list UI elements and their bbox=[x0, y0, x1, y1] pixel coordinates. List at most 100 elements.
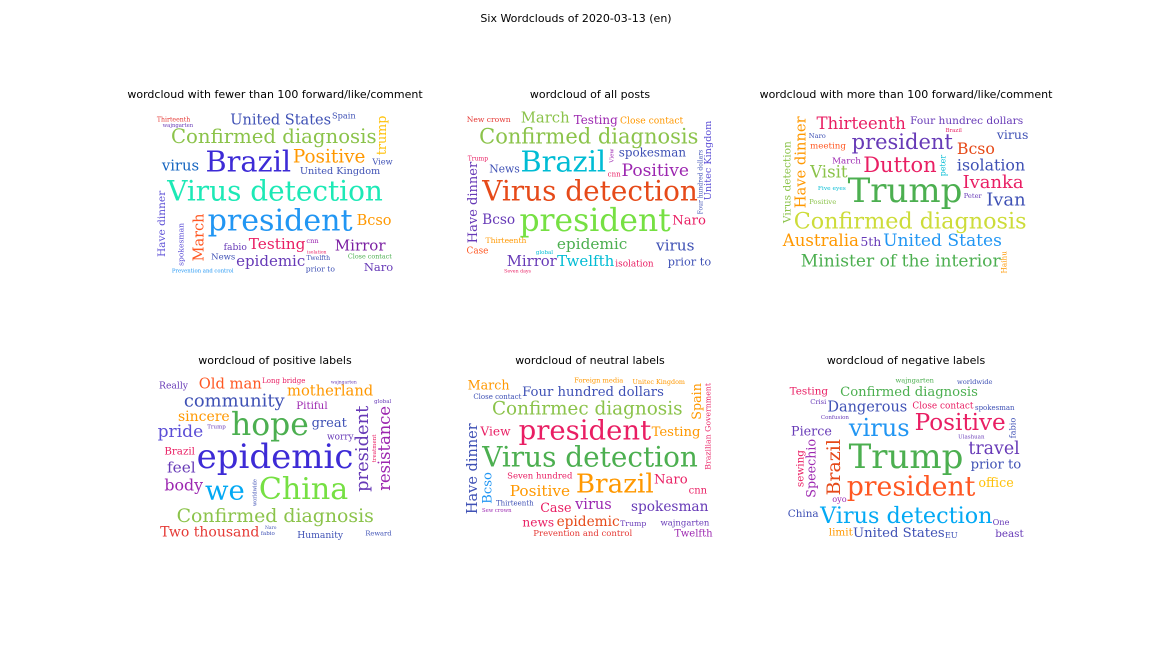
word-twelfth: Twelfth bbox=[557, 252, 615, 270]
word-trump: trump bbox=[374, 116, 389, 155]
word-thirteenth: Thirteenth bbox=[486, 236, 527, 245]
word-positive: Positive bbox=[293, 147, 366, 168]
word-reward: Reward bbox=[365, 530, 392, 538]
word-long-bridge: Long bridge bbox=[262, 377, 305, 385]
word-naro: Naro bbox=[672, 213, 706, 228]
word-unitec-kingdom: Unitec Kingdom bbox=[632, 378, 685, 386]
word-united-kingdom: United Kingdom bbox=[300, 166, 380, 177]
word-virus-detection: Virus detection bbox=[819, 503, 992, 529]
word-community: community bbox=[184, 391, 286, 412]
word-brazil: Brazil bbox=[576, 470, 654, 500]
word-united-states: United States bbox=[883, 231, 1002, 251]
word-body: body bbox=[164, 475, 203, 494]
panel-title: wordcloud with fewer than 100 forward/li… bbox=[127, 88, 423, 101]
word-president: president bbox=[847, 472, 976, 503]
wordcloud-panel-3: wordcloud with more than 100 forward/lik… bbox=[740, 88, 1072, 288]
word-close-contact: Close contact bbox=[912, 402, 973, 412]
word-brazilian-government: Brazilian Government bbox=[704, 382, 713, 470]
word-twelfth: Twelfth bbox=[674, 529, 713, 540]
word-march: March bbox=[832, 156, 861, 166]
word-pride: pride bbox=[158, 422, 204, 442]
word-seven-days: Seven days bbox=[504, 269, 531, 275]
word-brazil: Brazil bbox=[164, 446, 195, 458]
word-hope: hope bbox=[231, 407, 309, 443]
word-have-dinner: Have dinner bbox=[466, 161, 481, 243]
word-humanity: Humanity bbox=[297, 530, 344, 541]
word-worry: worry bbox=[327, 433, 353, 443]
wordcloud-panel-5: wordcloud of neutral labels Virus detect… bbox=[460, 354, 720, 554]
word-ivanka: Ivanka bbox=[963, 172, 1024, 193]
word-great: great bbox=[312, 416, 348, 431]
word-case: Case bbox=[467, 247, 489, 257]
word-wajngarten: wajngarten bbox=[331, 379, 357, 385]
word-beast: beast bbox=[995, 528, 1024, 540]
word-bcso: Bcso bbox=[357, 213, 392, 229]
word-really: Really bbox=[159, 381, 189, 392]
word-minister-of-the-interior: Minister of the interior bbox=[801, 252, 1002, 272]
word-prior-to: prior to bbox=[971, 457, 1022, 472]
word-news: News bbox=[211, 253, 235, 263]
word-confirmec-diagnosis: Confirmec diagnosis bbox=[492, 398, 683, 419]
panel-title: wordcloud of negative labels bbox=[826, 354, 986, 367]
word-feel: feel bbox=[167, 459, 196, 477]
word-four-hundred-dollars: Four hundred dollars bbox=[697, 150, 704, 215]
word-president: president bbox=[519, 203, 671, 239]
word-wajngarten: wajngarten bbox=[895, 377, 934, 385]
word-brazil: Brazil bbox=[520, 144, 606, 178]
word-foreign-media: Foreign media bbox=[574, 377, 623, 385]
word-china: China bbox=[788, 508, 819, 520]
word-prior-to: prior to bbox=[668, 256, 712, 269]
word-virus: virus bbox=[574, 497, 612, 513]
word-have-dinner: Have dinner bbox=[465, 423, 481, 514]
wordcloud: Virus detection president Brazil Confirmed … bbox=[465, 110, 715, 275]
word-view: View bbox=[609, 149, 615, 164]
word-cnn: cnn bbox=[689, 485, 708, 496]
word-cnn: cnn bbox=[608, 170, 621, 178]
word-close-contact: Close contact bbox=[348, 253, 392, 261]
word-spain: Spain bbox=[332, 110, 356, 120]
word-spain: Spain bbox=[689, 383, 704, 420]
word-prevention-and-control: Prevention and control bbox=[533, 529, 632, 539]
word-worldwide: worldwide bbox=[253, 479, 259, 506]
word-confirmed-diagnosis: Confirmed diagnosis bbox=[840, 385, 978, 400]
word-virus: virus bbox=[655, 237, 695, 255]
word-travel: travel bbox=[968, 439, 1020, 459]
word-mirror: Mirror bbox=[507, 253, 558, 270]
word-trump: Trump bbox=[207, 424, 226, 430]
word-prevention-and-control: Prevention and control bbox=[172, 269, 234, 275]
word-march: March bbox=[521, 110, 570, 127]
word-march: March bbox=[192, 213, 208, 261]
wordcloud: Trump president virus Positive Virus detecti… bbox=[785, 376, 1027, 541]
word-positive: Positive bbox=[510, 482, 570, 500]
wordcloud-panel-1: wordcloud with fewer than 100 forward/li… bbox=[105, 88, 445, 288]
word-seven-hundred: Seven hundred bbox=[507, 471, 573, 481]
word-bcso: Bcso bbox=[957, 139, 995, 158]
word-treatment: treatment bbox=[372, 434, 378, 463]
word-global: global bbox=[536, 250, 553, 256]
word-trump: Trump bbox=[848, 171, 963, 211]
word-confirmed-diagnosis: Confirmed diagnosis bbox=[171, 125, 377, 148]
word-cnn: cnn bbox=[306, 237, 319, 245]
word-naro: Naro bbox=[654, 473, 688, 488]
word-virus-detection: Virus detection bbox=[481, 174, 698, 207]
word-virus: virus bbox=[996, 127, 1029, 142]
word-spokesman: spokesman bbox=[975, 404, 1015, 412]
word-news: News bbox=[489, 163, 520, 176]
word-crisi: Crisi bbox=[810, 398, 826, 406]
word-dangerous: Dangerous bbox=[827, 399, 907, 415]
word-virus-detection: Virus detection bbox=[782, 141, 794, 224]
panel-title: wordcloud with more than 100 forward/lik… bbox=[759, 88, 1053, 101]
word-testing: Testing bbox=[790, 385, 829, 397]
word-peter: Peter bbox=[964, 192, 983, 200]
word-naro: Naro bbox=[364, 260, 393, 274]
word-trump: Trump bbox=[620, 519, 646, 528]
word-four-hundrec-dollars: Four hundrec dollars bbox=[910, 115, 1023, 127]
word-bcso: Bcso bbox=[482, 212, 515, 228]
word-sincere: sincere bbox=[178, 409, 230, 425]
word-virus-detection: Virus detection bbox=[166, 174, 383, 207]
word-epidemic: epidemic bbox=[557, 514, 620, 530]
word-thirteenth: Thirteenth bbox=[157, 117, 190, 124]
